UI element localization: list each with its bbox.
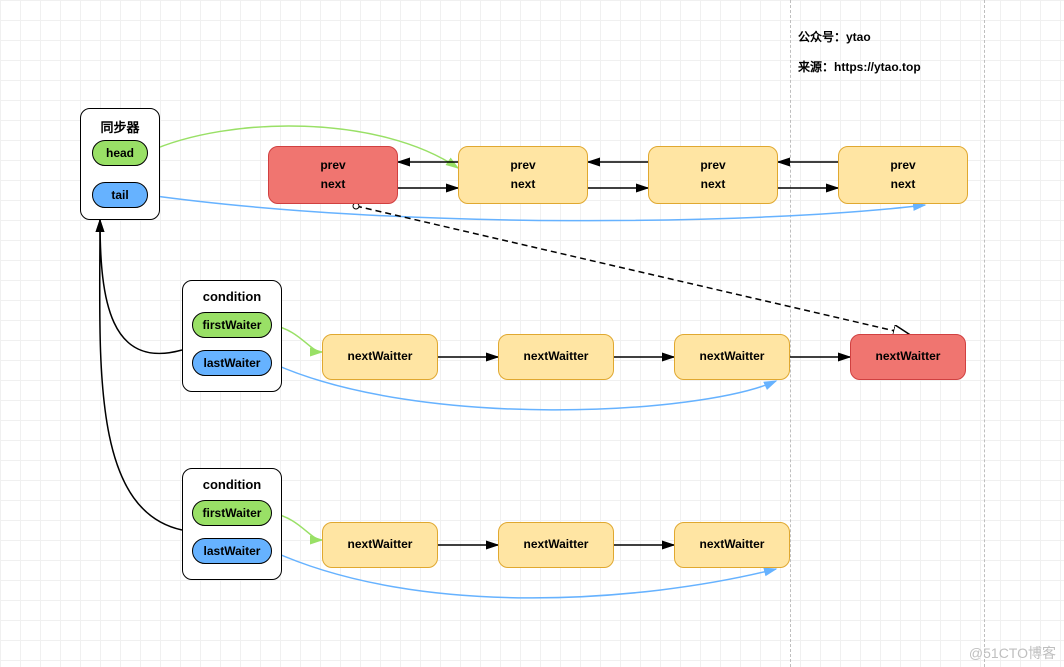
node-label: nextWaitter [876,347,941,366]
node-q4: prevnext [838,146,968,204]
pill-tail: tail [92,182,148,208]
node-label: prev [320,156,345,175]
pill-lw1: lastWaiter [192,350,272,376]
node-label: next [511,175,536,194]
node-label: next [701,175,726,194]
node-label: nextWaitter [524,347,589,366]
node-label: prev [510,156,535,175]
guide-line [790,0,791,667]
credit-line-1: 公众号：ytao [798,28,871,45]
node-q3: prevnext [648,146,778,204]
node-c1n3: nextWaitter [674,334,790,380]
node-q1: prevnext [268,146,398,204]
node-c2n2: nextWaitter [498,522,614,568]
node-c2n1: nextWaitter [322,522,438,568]
node-label: nextWaitter [524,535,589,554]
node-label: nextWaitter [700,347,765,366]
node-c1n2: nextWaitter [498,334,614,380]
credit-line-2: 来源：https://ytao.top [798,58,921,75]
pill-fw2: firstWaiter [192,500,272,526]
diagram-canvas: 公众号：ytao 来源：https://ytao.top 同步器conditio… [0,0,1064,667]
pill-lw2: lastWaiter [192,538,272,564]
watermark: @51CTO博客 [969,643,1056,663]
pill-head: head [92,140,148,166]
guide-line [984,0,985,667]
node-label: prev [700,156,725,175]
node-q2: prevnext [458,146,588,204]
pill-fw1: firstWaiter [192,312,272,338]
node-label: next [321,175,346,194]
node-label: nextWaitter [348,535,413,554]
node-label: prev [890,156,915,175]
node-label: nextWaitter [700,535,765,554]
node-label: nextWaitter [348,347,413,366]
node-c1n1: nextWaitter [322,334,438,380]
node-c2n3: nextWaitter [674,522,790,568]
node-c1n4: nextWaitter [850,334,966,380]
node-label: next [891,175,916,194]
